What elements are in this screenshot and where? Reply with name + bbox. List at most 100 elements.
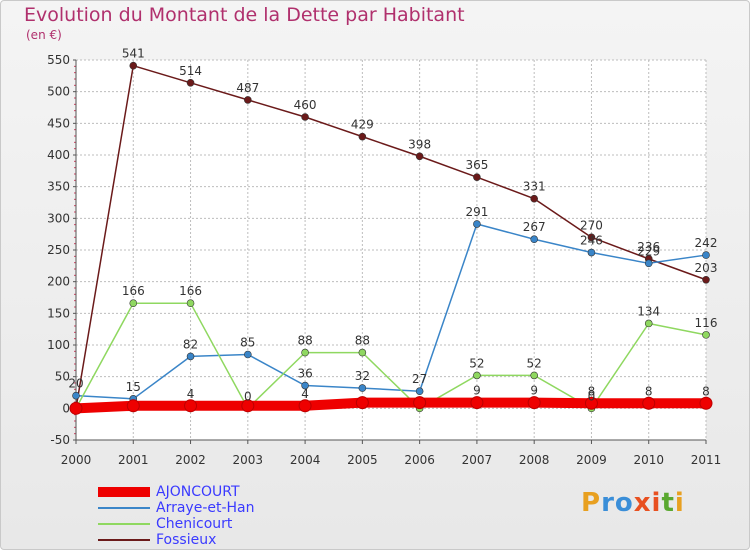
data-point xyxy=(642,396,656,410)
data-point xyxy=(587,248,596,257)
data-point xyxy=(244,350,252,359)
data-point xyxy=(644,259,653,268)
data-point xyxy=(72,391,80,400)
data-point xyxy=(298,399,312,413)
data-label: 0 xyxy=(244,389,252,403)
x-tick-label: 2008 xyxy=(519,453,550,467)
logo-letter: P xyxy=(581,488,602,518)
y-tick-label: 250 xyxy=(47,243,70,257)
data-point xyxy=(415,152,424,161)
data-point xyxy=(702,331,710,339)
data-label: 8 xyxy=(702,384,710,398)
legend-label: Chenicourt xyxy=(156,516,233,532)
legend-label: Fossieux xyxy=(156,532,217,548)
data-point xyxy=(699,396,713,410)
y-tick-label: 450 xyxy=(47,116,70,130)
legend-label: AJONCOURT xyxy=(156,484,240,500)
data-point xyxy=(244,96,252,104)
legend: AJONCOURT Arraye-et-Han Chenicourt Fossieux xyxy=(98,484,358,548)
data-point xyxy=(473,173,481,181)
x-tick-label: 2007 xyxy=(462,453,493,467)
series-line-arraye-et-han xyxy=(75,223,707,400)
data-label: 331 xyxy=(523,180,546,194)
logo-letter: x xyxy=(633,488,652,518)
data-point xyxy=(126,399,140,413)
y-tick-label: 50 xyxy=(55,370,70,384)
y-tick-label: 300 xyxy=(47,211,70,225)
data-label: 236 xyxy=(637,240,660,254)
legend-item: Fossieux xyxy=(98,532,358,548)
x-tick-label: 2005 xyxy=(347,453,378,467)
data-label: 365 xyxy=(465,158,488,172)
data-label: 4 xyxy=(301,387,309,401)
legend-label: Arraye-et-Han xyxy=(156,500,255,516)
y-tick-label: 0 xyxy=(62,401,70,415)
data-label: 398 xyxy=(408,137,431,151)
y-tick-label: 400 xyxy=(47,148,70,162)
data-label: 166 xyxy=(122,284,145,298)
data-point xyxy=(470,396,484,410)
legend-swatch xyxy=(98,487,150,497)
data-label: 166 xyxy=(179,284,202,298)
data-label: 52 xyxy=(527,356,542,370)
y-tick-label: -50 xyxy=(50,433,70,447)
data-label: 134 xyxy=(637,304,660,318)
data-point xyxy=(587,233,596,242)
data-label: 270 xyxy=(580,218,603,232)
data-label: 9 xyxy=(473,384,481,398)
chart-title: Evolution du Montant de la Dette par Hab… xyxy=(24,4,465,26)
data-label: 32 xyxy=(355,369,370,383)
legend-swatch xyxy=(98,523,150,525)
data-label: 487 xyxy=(236,81,259,95)
x-tick-label: 2002 xyxy=(175,453,206,467)
grid xyxy=(75,59,707,441)
data-point xyxy=(473,220,481,228)
data-label: 27 xyxy=(412,372,427,386)
logo-letter: i xyxy=(651,488,662,518)
data-label: 514 xyxy=(179,64,202,78)
data-point xyxy=(415,387,424,396)
series-line-fossieux xyxy=(75,64,707,410)
x-tick-label: 2001 xyxy=(118,453,149,467)
unit-label: (en €) xyxy=(26,28,62,42)
series-line-chenicourt xyxy=(75,302,707,410)
proxiti-logo: Proxiti xyxy=(581,488,685,518)
data-label: 15 xyxy=(126,380,141,394)
logo-letter: r xyxy=(601,488,615,518)
data-point xyxy=(584,396,598,410)
data-point xyxy=(358,384,367,392)
y-tick-label: 100 xyxy=(47,338,70,352)
data-label: 88 xyxy=(355,334,370,348)
data-point xyxy=(69,401,83,415)
series-line-ajoncourt xyxy=(71,397,711,414)
logo-letter: t xyxy=(661,488,675,518)
legend-swatch xyxy=(98,539,150,541)
data-label: 242 xyxy=(695,236,718,250)
data-point xyxy=(530,235,538,244)
data-point xyxy=(358,348,367,357)
x-tick-label: 2011 xyxy=(691,453,722,467)
x-tick-label: 2003 xyxy=(233,453,264,467)
axes: -500501001502002503003504004505005502000… xyxy=(47,53,721,467)
data-point xyxy=(355,396,369,410)
plot-area xyxy=(76,60,706,440)
legend-item: Arraye-et-Han xyxy=(98,500,358,516)
data-point xyxy=(301,113,309,121)
x-tick-label: 2009 xyxy=(576,453,607,467)
legend-swatch xyxy=(98,507,150,509)
y-tick-label: 350 xyxy=(47,180,70,194)
data-label: 229 xyxy=(637,244,660,258)
data-label: 88 xyxy=(297,334,312,348)
x-tick-label: 2004 xyxy=(290,453,321,467)
data-point xyxy=(358,132,367,141)
data-label: 246 xyxy=(580,234,603,248)
y-tick-label: 550 xyxy=(47,53,70,67)
data-point xyxy=(702,275,710,284)
logo-letter: o xyxy=(614,488,634,518)
data-point xyxy=(301,381,309,390)
data-label: 85 xyxy=(240,336,255,350)
data-label: 52 xyxy=(469,356,484,370)
y-tick-label: 150 xyxy=(47,306,70,320)
data-label: 291 xyxy=(465,205,488,219)
